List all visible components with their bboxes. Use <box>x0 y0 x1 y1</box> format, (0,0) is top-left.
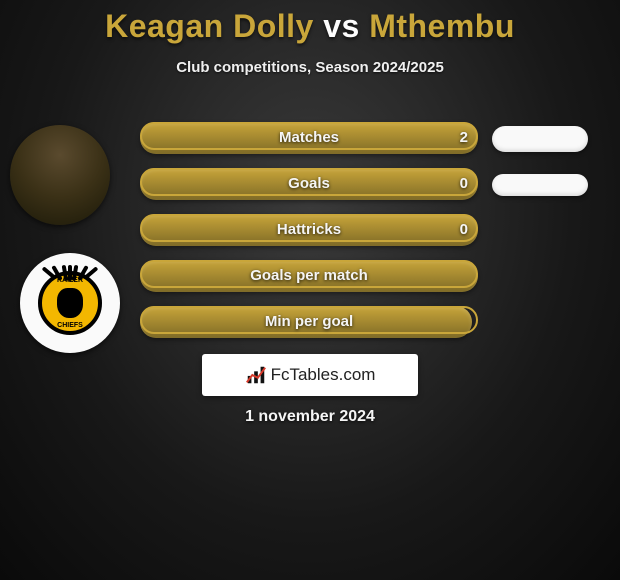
logo-domain: .com <box>339 365 376 384</box>
kaizer-chiefs-logo: KAIZER CHIEFS <box>38 271 102 335</box>
stat-row: Min per goal <box>140 306 480 336</box>
stat-row: Matches2 <box>140 122 480 152</box>
badge-text-top: KAIZER <box>57 277 83 284</box>
comparison-card: Keagan Dolly vs Mthembu Club competition… <box>0 0 620 580</box>
player2-club-badge: KAIZER CHIEFS <box>20 253 120 353</box>
page-title: Keagan Dolly vs Mthembu <box>0 0 620 45</box>
subtitle: Club competitions, Season 2024/2025 <box>0 59 620 76</box>
logo-brand: FcTables <box>271 365 339 384</box>
stat-bar-outline <box>140 260 478 288</box>
date-label: 1 november 2024 <box>0 408 620 426</box>
title-player2: Mthembu <box>369 8 515 44</box>
stat-row: Goals per match <box>140 260 480 290</box>
stat-bar-outline <box>140 306 478 334</box>
stat-bar-outline <box>140 168 478 196</box>
avatars-column: KAIZER CHIEFS <box>8 125 118 353</box>
stats-block: Matches2 Goals0 Hattricks0 Goals per match M… <box>140 122 480 352</box>
stat-row: Goals0 <box>140 168 480 198</box>
logo-text: FcTables.com <box>271 365 376 385</box>
stat-bar-outline <box>140 214 478 242</box>
bar-chart-icon <box>245 364 267 386</box>
title-vs: vs <box>323 8 360 44</box>
fctables-logo-box[interactable]: FcTables.com <box>202 354 418 396</box>
player1-avatar <box>10 125 110 225</box>
stat-bar-outline <box>140 122 478 150</box>
badge-text-bottom: CHIEFS <box>57 322 83 329</box>
title-player1: Keagan Dolly <box>105 8 314 44</box>
opponent-indicator <box>492 126 588 152</box>
opponent-indicator <box>492 174 588 196</box>
stat-row: Hattricks0 <box>140 214 480 244</box>
